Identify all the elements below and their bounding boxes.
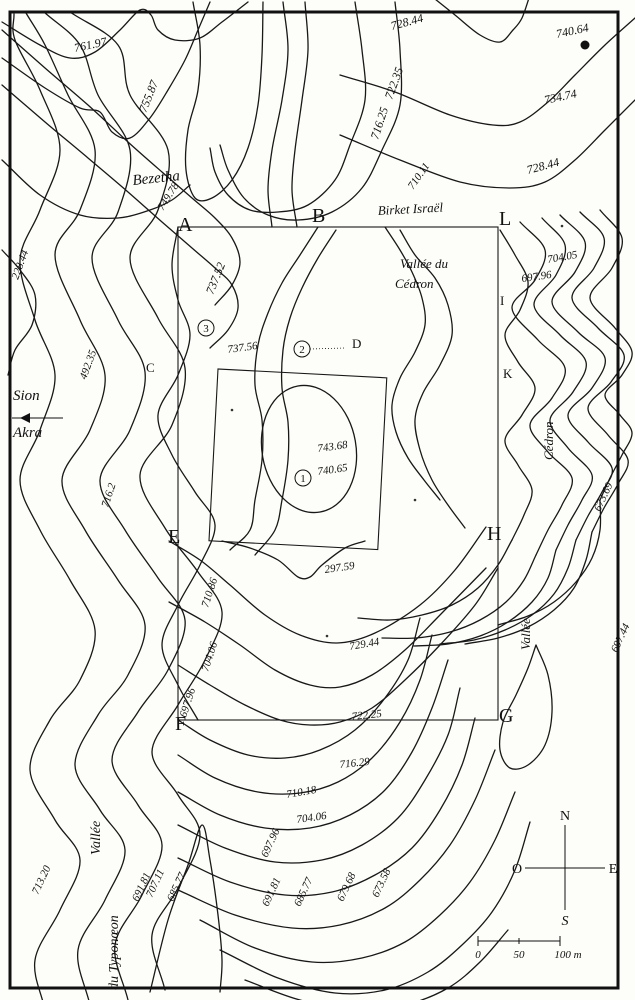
svg-text:du Typonœon: du Typonœon bbox=[107, 915, 122, 990]
svg-text:Akra: Akra bbox=[12, 425, 42, 441]
svg-text:K: K bbox=[503, 366, 513, 381]
svg-text:O: O bbox=[512, 862, 522, 877]
svg-text:Vallée: Vallée bbox=[89, 821, 104, 855]
svg-text:L: L bbox=[499, 208, 511, 230]
svg-text:Cédron: Cédron bbox=[395, 276, 434, 291]
svg-text:0: 0 bbox=[475, 949, 481, 961]
svg-text:C: C bbox=[146, 360, 155, 375]
svg-text:D: D bbox=[352, 336, 361, 351]
svg-text:3: 3 bbox=[203, 323, 209, 335]
svg-text:50: 50 bbox=[514, 949, 526, 961]
svg-text:E: E bbox=[168, 526, 180, 548]
svg-text:G: G bbox=[499, 705, 513, 727]
svg-text:Vallée: Vallée bbox=[518, 618, 533, 650]
svg-text:1: 1 bbox=[300, 473, 306, 485]
svg-text:E: E bbox=[609, 862, 618, 877]
svg-text:Cédron: Cédron bbox=[541, 421, 556, 460]
svg-text:I: I bbox=[500, 293, 504, 308]
svg-text:A: A bbox=[178, 214, 193, 236]
svg-text:N: N bbox=[560, 809, 570, 824]
svg-text:100 m: 100 m bbox=[554, 949, 581, 961]
svg-text:S: S bbox=[562, 914, 569, 929]
svg-text:2: 2 bbox=[299, 344, 305, 356]
svg-text:Sion: Sion bbox=[13, 388, 40, 404]
svg-text:H: H bbox=[487, 523, 501, 545]
svg-text:B: B bbox=[312, 205, 325, 227]
svg-text:Vallée du: Vallée du bbox=[400, 256, 449, 271]
